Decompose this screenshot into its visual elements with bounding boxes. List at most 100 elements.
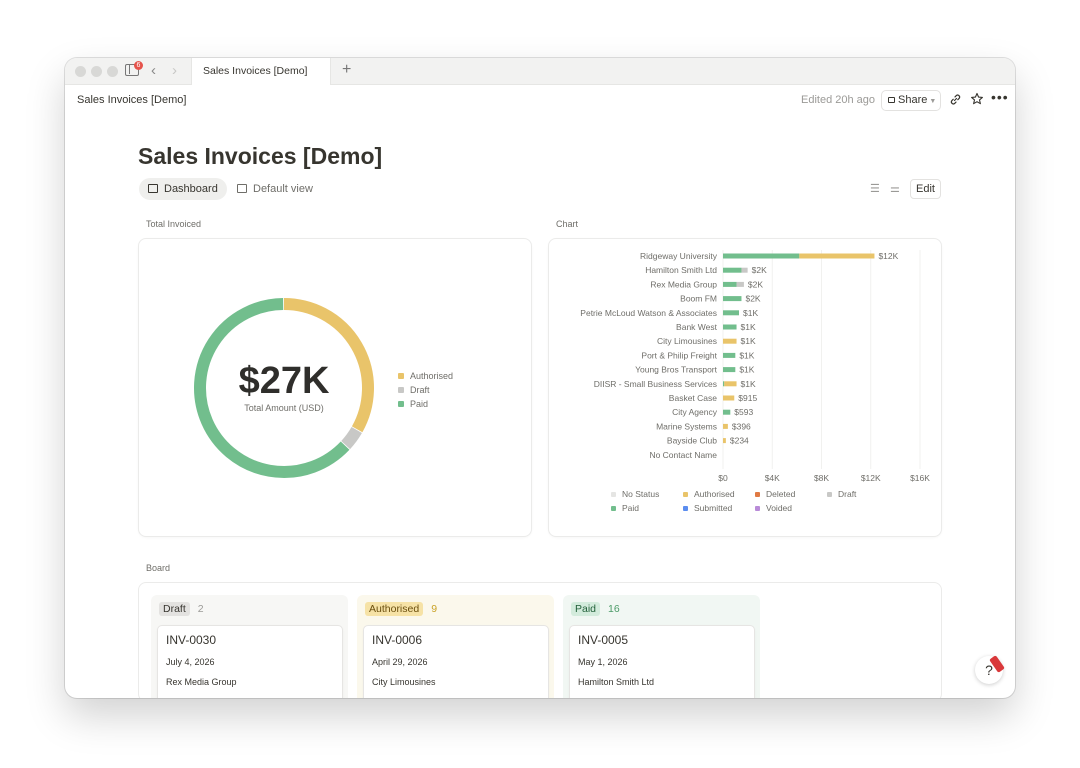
- app-window: 6 ‹ › Sales Invoices [Demo] + Sales Invo…: [65, 58, 1015, 698]
- bar-segment-paid[interactable]: [723, 253, 800, 259]
- status-badge: Paid: [571, 602, 601, 616]
- column-header[interactable]: Authorised 9: [365, 602, 437, 616]
- invoice-card[interactable]: INV-0005 May 1, 2026 Hamilton Smith Ltd: [569, 625, 755, 698]
- browser-tab[interactable]: Sales Invoices [Demo]: [191, 58, 331, 85]
- invoice-number: INV-0030: [166, 633, 217, 647]
- bar-value-label: $1K: [739, 350, 754, 360]
- bar-segment-paid[interactable]: [723, 310, 740, 316]
- board-column-authorised: Authorised 9 INV-0006 April 29, 2026 City…: [357, 595, 554, 698]
- bar-segment-paid[interactable]: [723, 267, 742, 273]
- invoice-date: April 29, 2026: [372, 657, 428, 667]
- legend-label-paid[interactable]: Paid: [622, 503, 639, 513]
- legend-item-authorised: Authorised: [398, 369, 453, 383]
- bar-segment-authorised[interactable]: [723, 423, 728, 429]
- star-icon[interactable]: [970, 92, 984, 106]
- y-category-label: Young Bros Transport: [635, 365, 718, 375]
- close-window-button[interactable]: [75, 66, 86, 77]
- legend-swatch-draft: [827, 492, 832, 497]
- bar-segment-authorised[interactable]: [723, 438, 726, 444]
- bar-segment-paid[interactable]: [723, 352, 736, 358]
- back-arrow-icon[interactable]: ‹: [151, 62, 156, 79]
- bar-segment-draft[interactable]: [736, 281, 744, 287]
- forward-arrow-icon[interactable]: ›: [172, 62, 177, 79]
- share-button[interactable]: Share ▼: [881, 90, 941, 111]
- y-category-label: No Contact Name: [649, 450, 717, 460]
- column-count: 16: [608, 603, 620, 615]
- bar-segment-paid[interactable]: [723, 296, 742, 302]
- sidebar-toggle-icon[interactable]: [125, 64, 139, 76]
- bar-segment-authorised[interactable]: [799, 253, 875, 259]
- column-header[interactable]: Draft 2: [159, 602, 204, 616]
- y-category-label: Rex Media Group: [650, 279, 717, 289]
- legend-label-authorised[interactable]: Authorised: [694, 489, 735, 499]
- tab-default-view[interactable]: Default view: [228, 178, 322, 200]
- legend-label-submitted[interactable]: Submitted: [694, 503, 733, 513]
- invoice-date: May 1, 2026: [578, 657, 628, 667]
- settings-sliders-icon[interactable]: ⚌: [890, 183, 900, 195]
- bar-value-label: $234: [730, 436, 749, 446]
- zoom-window-button[interactable]: [107, 66, 118, 77]
- tab-dashboard-label: Dashboard: [164, 183, 218, 195]
- x-tick-label: $4K: [765, 473, 780, 483]
- y-category-label: DIISR - Small Business Services: [594, 379, 717, 389]
- bar-segment-paid[interactable]: [723, 381, 725, 387]
- legend-label-draft[interactable]: Draft: [838, 489, 857, 499]
- bar-value-label: $1K: [741, 379, 756, 389]
- legend-swatch-voided: [755, 506, 760, 511]
- filter-icon[interactable]: ☰: [870, 183, 880, 195]
- minimize-window-button[interactable]: [91, 66, 102, 77]
- bar-value-label: $396: [732, 421, 751, 431]
- donut-chart: [194, 298, 374, 478]
- y-category-label: Hamilton Smith Ltd: [645, 265, 717, 275]
- invoice-date: July 4, 2026: [166, 657, 215, 667]
- legend-label: Paid: [410, 399, 429, 409]
- bar-segment-authorised[interactable]: [723, 338, 737, 344]
- bar-value-label: $1K: [739, 365, 754, 375]
- invoice-number: INV-0006: [372, 633, 423, 647]
- bar-value-label: $1K: [741, 322, 756, 332]
- bar-segment-paid[interactable]: [723, 367, 736, 373]
- tab-dashboard[interactable]: Dashboard: [139, 178, 227, 200]
- legend-label-voided[interactable]: Voided: [766, 503, 792, 513]
- more-options-icon[interactable]: •••: [991, 89, 1009, 105]
- bar-value-label: $12K: [878, 251, 898, 261]
- invoice-card[interactable]: INV-0030 July 4, 2026 Rex Media Group: [157, 625, 343, 698]
- donut-slice-paid[interactable]: [194, 298, 350, 478]
- link-icon[interactable]: [949, 93, 962, 106]
- help-question-icon: ?: [985, 662, 993, 678]
- table-icon: [237, 184, 247, 193]
- bar-value-label: $915: [738, 393, 757, 403]
- total-invoiced-label: Total Invoiced: [146, 219, 202, 229]
- share-label: Share: [898, 94, 928, 106]
- board-section-label: Board: [146, 563, 171, 573]
- legend-label: Authorised: [410, 371, 454, 381]
- bar-value-label: $2K: [745, 294, 760, 304]
- paid-swatch: [398, 401, 404, 407]
- edit-button[interactable]: Edit: [910, 179, 941, 199]
- chevron-down-icon: ▼: [929, 98, 937, 105]
- bar-segment-authorised[interactable]: [724, 381, 737, 387]
- column-header[interactable]: Paid 16: [571, 602, 620, 616]
- tab-default-view-label: Default view: [253, 183, 313, 195]
- dashboard-icon: [148, 184, 158, 193]
- bar-segment-paid[interactable]: [723, 324, 737, 330]
- donut-slice-authorised[interactable]: [283, 298, 374, 433]
- y-category-label: Marine Systems: [656, 421, 717, 431]
- board: Draft 2 INV-0030 July 4, 2026 Rex Media G…: [138, 582, 942, 698]
- column-count: 2: [197, 603, 204, 615]
- bar-segment-authorised[interactable]: [723, 395, 735, 401]
- legend-label-no_status[interactable]: No Status: [622, 489, 659, 499]
- invoice-card[interactable]: INV-0006 April 29, 2026 City Limousines: [363, 625, 549, 698]
- legend-label-deleted[interactable]: Deleted: [766, 489, 796, 499]
- bar-segment-draft[interactable]: [741, 267, 748, 273]
- lock-icon: [888, 97, 895, 103]
- board-column-draft: Draft 2 INV-0030 July 4, 2026 Rex Media G…: [151, 595, 348, 698]
- bar-value-label: $593: [734, 407, 753, 417]
- donut-legend: Authorised Draft Paid: [398, 369, 453, 411]
- bar-segment-paid[interactable]: [723, 281, 737, 287]
- y-category-label: Basket Case: [669, 393, 717, 403]
- bar-segment-paid[interactable]: [723, 409, 731, 415]
- new-tab-plus-icon[interactable]: +: [342, 61, 352, 78]
- breadcrumb[interactable]: Sales Invoices [Demo]: [77, 94, 187, 106]
- donut-slice-draft[interactable]: [341, 426, 362, 450]
